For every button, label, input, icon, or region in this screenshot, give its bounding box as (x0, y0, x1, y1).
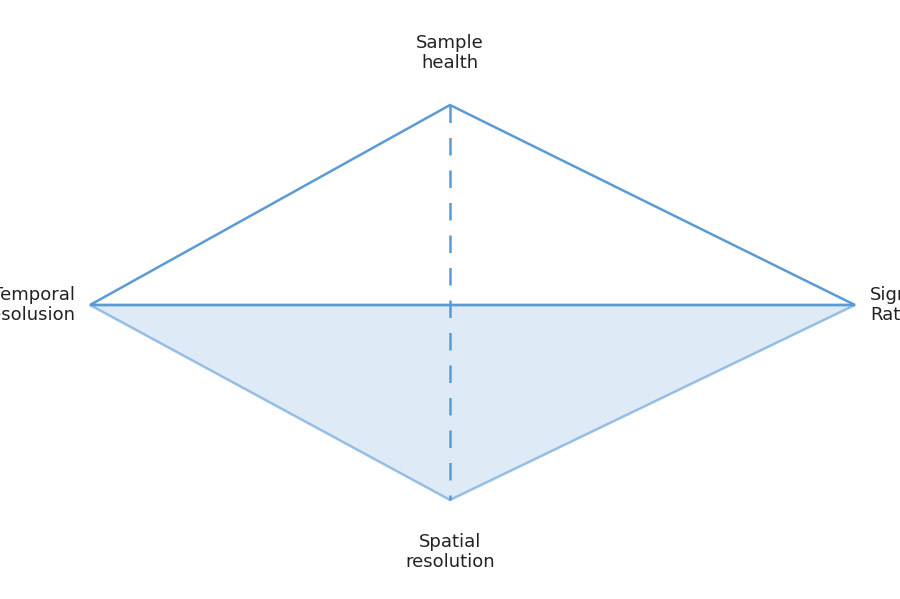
Text: Temporal
resolusion: Temporal resolusion (0, 286, 75, 325)
Text: Sample
health: Sample health (416, 34, 484, 72)
Text: Signal-to-Noise
Ratio: Signal-to-Noise Ratio (870, 286, 900, 325)
Text: Spatial
resolution: Spatial resolution (405, 533, 495, 571)
Polygon shape (90, 305, 855, 500)
